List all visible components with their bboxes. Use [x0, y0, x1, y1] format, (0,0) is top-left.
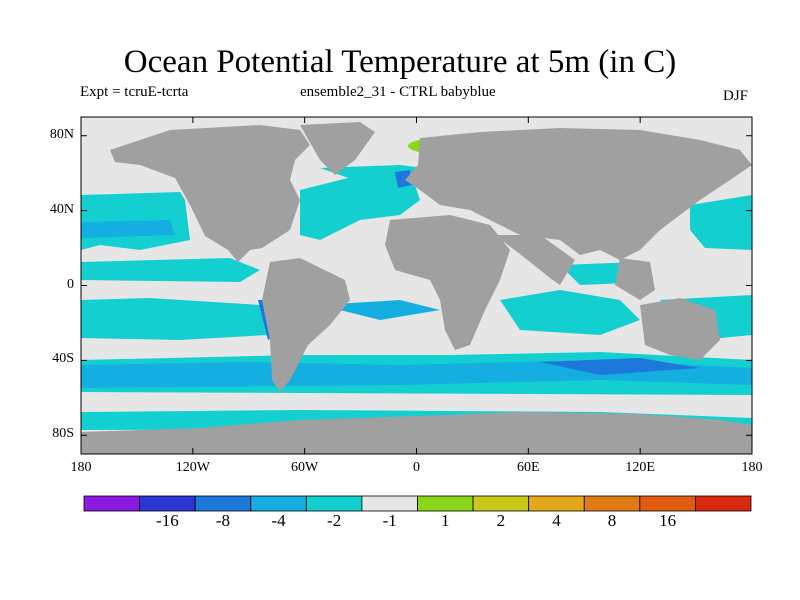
lon-tick-label: 120W: [175, 460, 210, 475]
lon-tick-label: 120E: [625, 460, 655, 475]
colorbar-swatch: [583, 495, 641, 512]
lon-tick-label: 180: [70, 460, 92, 475]
arabia-india-land: [495, 235, 575, 285]
north-america-land: [110, 125, 310, 262]
north-pacific-west-band: [690, 195, 752, 250]
lat-tick-label: 40S: [52, 351, 74, 367]
map-title: Ocean Potential Temperature at 5m (in C): [123, 44, 677, 80]
colorbar-label: -8: [215, 511, 231, 530]
south-indian-band: [500, 290, 640, 335]
colorbar-label: -2: [327, 511, 342, 530]
antarctica-land: [81, 412, 752, 454]
colorbar-swatch: [305, 495, 363, 512]
colorbar-swatch: [361, 495, 418, 512]
colorbar-swatch: [250, 495, 307, 512]
colorbar-swatch: [139, 495, 196, 512]
map-plot-area: [81, 117, 752, 454]
colorbar-label: -1: [382, 511, 397, 530]
lat-tick-label: 0: [67, 276, 74, 292]
africa-land: [385, 215, 510, 350]
tropical-atlantic-core: [320, 300, 440, 320]
southeast-asia-land: [615, 258, 655, 300]
colorbar-label: 1: [441, 511, 450, 530]
ensemble-label: ensemble2_31 - CTRL babyblue: [300, 84, 496, 100]
lat-tick-label: 40N: [49, 201, 74, 217]
colorbar-swatch: [639, 495, 696, 512]
lon-tick-label: 60E: [517, 460, 540, 475]
colorbar-swatch: [695, 495, 752, 512]
colorbar-label: -16: [156, 511, 179, 530]
colorbar-swatch: [83, 495, 140, 512]
colorbar-label: 16: [659, 511, 677, 530]
tropical-pacific-band: [81, 258, 260, 282]
southern-indian-patch: [540, 358, 700, 375]
axis-ticks: [80, 117, 753, 454]
colorbar-label: 8: [607, 511, 617, 530]
labrador-sea-patch: [395, 170, 412, 188]
greenland-land: [300, 122, 375, 175]
south-america-land: [262, 258, 350, 392]
eurasia-land: [405, 128, 752, 260]
experiment-label: Expt = tcruE-tcrta: [80, 84, 189, 100]
lon-tick-label: 0: [413, 460, 420, 475]
north-atlantic-band: [300, 170, 420, 240]
colorbar-swatch: [417, 495, 474, 512]
lon-tick-label: 60W: [291, 460, 319, 475]
season-label: DJF: [723, 88, 749, 104]
south-pacific-band: [81, 298, 268, 340]
colorbar-swatch: [472, 495, 530, 512]
colorbar: [83, 495, 752, 512]
lat-tick-label: 80N: [49, 126, 74, 142]
north-pacific-core: [81, 220, 175, 238]
land-masses: [81, 122, 752, 454]
colorbar-swatch: [528, 495, 585, 512]
colorbar-swatch: [194, 495, 252, 512]
colorbar-label: 4: [552, 511, 561, 530]
colorbar-label: -4: [271, 511, 286, 530]
australia-land: [640, 298, 720, 360]
lon-tick-label: 180: [741, 460, 763, 475]
colorbar-label: 2: [496, 511, 506, 530]
lat-tick-label: 80S: [52, 426, 74, 442]
